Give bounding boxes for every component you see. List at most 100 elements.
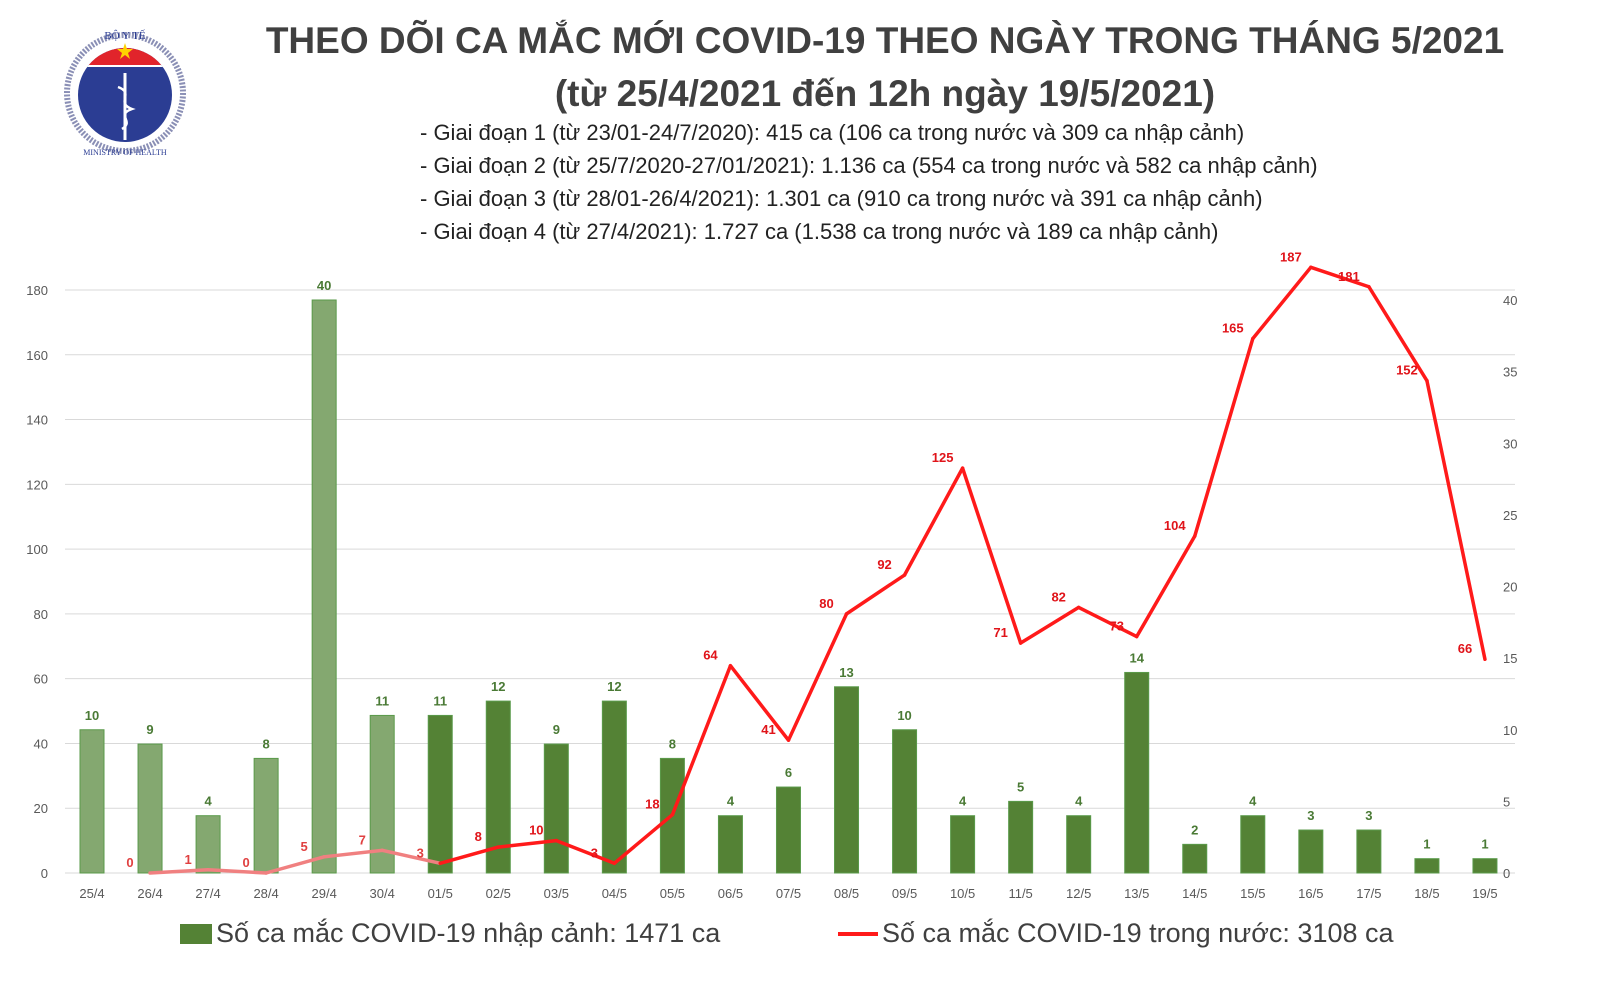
bar-data-label: 3 — [1307, 808, 1314, 823]
x-tick-label: 04/5 — [602, 886, 627, 901]
x-tick-label: 15/5 — [1240, 886, 1265, 901]
note-1: - Giai đoạn 1 (từ 23/01-24/7/2020): 415 … — [420, 120, 1245, 145]
note-4: - Giai đoạn 4 (từ 27/4/2021): 1.727 ca (… — [420, 219, 1219, 244]
line-data-label: 18 — [645, 797, 659, 812]
left-tick-label: 160 — [26, 348, 48, 363]
bar — [253, 757, 279, 874]
line-segment — [1193, 336, 1255, 538]
bar — [1182, 843, 1208, 874]
line-segment — [438, 845, 501, 866]
bar-data-label: 12 — [607, 679, 621, 694]
bar — [1298, 829, 1324, 874]
line-data-label: 1 — [184, 852, 191, 867]
line-segment — [1367, 285, 1429, 383]
left-tick-label: 140 — [26, 413, 48, 428]
line-data-label: 73 — [1109, 619, 1123, 634]
line-segment — [148, 868, 210, 875]
ministry-of-health-logo: BỘ Y TẾ MINISTRY OF HEALTH — [64, 29, 186, 157]
x-tick-label: 02/5 — [486, 886, 511, 901]
line-data-label: 82 — [1051, 589, 1065, 604]
x-tick-label: 19/5 — [1472, 886, 1497, 901]
line-segment — [1251, 265, 1313, 341]
bar-data-label: 10 — [85, 708, 99, 723]
line-segment — [786, 612, 849, 742]
x-tick-label: 25/4 — [79, 886, 104, 901]
x-tick-label: 05/5 — [660, 886, 685, 901]
bar-data-label: 9 — [146, 722, 153, 737]
x-tick-label: 26/4 — [137, 886, 162, 901]
right-tick-label: 35 — [1503, 365, 1517, 380]
right-tick-label: 25 — [1503, 508, 1517, 523]
left-tick-label: 0 — [41, 866, 48, 881]
bar — [775, 786, 801, 874]
bar — [79, 729, 105, 874]
left-tick-label: 60 — [34, 672, 48, 687]
left-tick-label: 120 — [26, 477, 48, 492]
bar — [1414, 858, 1440, 874]
line-data-label: 64 — [703, 648, 718, 663]
bar — [311, 299, 337, 874]
line-data-label: 0 — [126, 855, 133, 870]
line-data-label: 7 — [359, 832, 366, 847]
x-tick-label: 03/5 — [544, 886, 569, 901]
bar-data-label: 4 — [727, 794, 735, 809]
bar-data-label: 6 — [785, 765, 792, 780]
bar-data-label: 13 — [839, 665, 853, 680]
left-tick-label: 80 — [34, 607, 48, 622]
line-data-label: 165 — [1222, 321, 1244, 336]
bar — [1356, 829, 1382, 874]
line-data-label: 125 — [932, 450, 954, 465]
line-data-label: 0 — [243, 855, 250, 870]
right-tick-label: 5 — [1503, 794, 1510, 809]
line-segment — [322, 848, 384, 859]
line-data-label: 80 — [819, 596, 833, 611]
left-tick-label: 40 — [34, 736, 48, 751]
line-segment — [554, 838, 617, 866]
bar-data-label: 10 — [897, 708, 911, 723]
line-data-label: 92 — [877, 557, 891, 572]
x-tick-label: 30/4 — [370, 886, 395, 901]
line-data-label: 10 — [529, 823, 543, 838]
bar-data-label: 40 — [317, 278, 331, 293]
right-tick-label: 40 — [1503, 293, 1517, 308]
bar-data-label: 4 — [1249, 794, 1257, 809]
line-data-label: 3 — [591, 845, 598, 860]
bar-data-label: 4 — [1075, 794, 1083, 809]
line-data-label: 104 — [1164, 518, 1186, 533]
legend-imported: Số ca mắc COVID-19 nhập cảnh: 1471 ca — [180, 918, 720, 949]
bar-data-label: 4 — [959, 794, 967, 809]
x-tick-label: 09/5 — [892, 886, 917, 901]
bar — [950, 815, 976, 874]
x-tick-label: 17/5 — [1356, 886, 1381, 901]
line-data-label: 181 — [1338, 269, 1360, 284]
bar-data-label: 11 — [375, 693, 389, 708]
x-tick-label: 28/4 — [253, 886, 278, 901]
right-tick-label: 0 — [1503, 866, 1510, 881]
line-segment — [380, 848, 442, 866]
line-data-label: 3 — [417, 845, 424, 860]
bar-data-label: 9 — [553, 722, 560, 737]
bar — [485, 700, 511, 874]
line-segment — [1076, 605, 1139, 639]
line-data-label: 5 — [301, 839, 308, 854]
left-tick-label: 20 — [34, 801, 48, 816]
note-2: - Giai đoạn 2 (từ 25/7/2020-27/01/2021):… — [420, 153, 1318, 178]
bar — [892, 729, 918, 874]
bar-data-label: 14 — [1129, 650, 1144, 665]
legend-label-imported: Số ca mắc COVID-19 nhập cảnh: 1471 ca — [216, 918, 721, 948]
chart-subtitle: (từ 25/4/2021 đến 12h ngày 19/5/2021) — [554, 73, 1216, 114]
legend-swatch-line — [838, 931, 878, 936]
line-segment — [612, 812, 675, 866]
x-tick-label: 07/5 — [776, 886, 801, 901]
bar-data-label: 12 — [491, 679, 505, 694]
bar — [1124, 671, 1150, 874]
legend-swatch-bar — [180, 923, 212, 944]
x-tick-label: 01/5 — [428, 886, 453, 901]
bar — [369, 714, 395, 874]
bar-data-label: 5 — [1017, 779, 1024, 794]
line-segment — [902, 466, 965, 577]
line-segment — [728, 663, 791, 742]
bar — [195, 815, 221, 874]
